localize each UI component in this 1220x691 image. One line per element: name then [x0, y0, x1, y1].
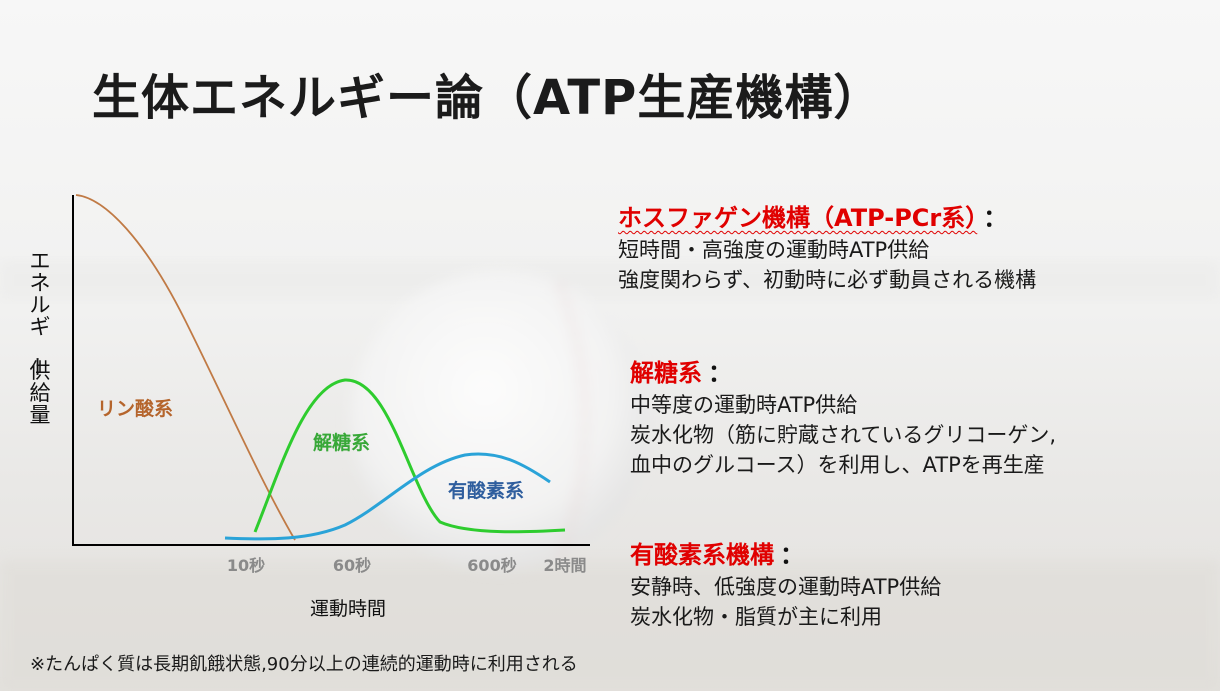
section-glycolytic: 解糖系： 中等度の運動時ATP供給 炭水化物（筋に貯蔵されているグリコーゲン, …: [630, 353, 1056, 480]
series-label-phosphagen: リン酸系: [97, 397, 173, 420]
series-line-aerobic: [224, 452, 551, 541]
section-line: 短時間・高強度の運動時ATP供給: [618, 238, 930, 262]
section-aerobic: 有酸素系機構： 安静時、低強度の運動時ATP供給 炭水化物・脂質が主に利用: [630, 535, 941, 632]
section-line: 炭水化物・脂質が主に利用: [630, 605, 882, 629]
section-line: 血中のグルコース）を利用し、ATPを再生産: [630, 453, 1045, 477]
x-axis-label: 運動時間: [310, 598, 386, 620]
y-axis-label: エネルギー供給量: [25, 249, 51, 427]
page-title: 生体エネルギー論（ATP生産機構）: [92, 70, 883, 126]
x-tick-label: 600秒: [467, 556, 516, 575]
baseball-icon: [350, 270, 650, 570]
x-tick-labels: 10秒 60秒 600秒 2時間: [227, 556, 587, 575]
section-heading: 有酸素系機構: [630, 541, 774, 569]
section-heading: 解糖系: [630, 359, 702, 387]
section-heading: ホスファゲン機構（ATP-PCr系）: [618, 204, 978, 232]
series-line-phosphagen: [75, 194, 296, 541]
section-line: 中等度の運動時ATP供給: [630, 393, 858, 417]
section-colon: ：: [983, 204, 1008, 232]
section-colon: ：: [780, 541, 804, 569]
x-tick-label: 10秒: [227, 556, 265, 575]
section-line: 強度関わらず、初動時に必ず動員される機構: [618, 268, 1037, 292]
x-tick-label: 2時間: [543, 556, 586, 575]
x-tick-label: 60秒: [333, 556, 371, 575]
section-phosphagen: ホスファゲン機構（ATP-PCr系）： 短時間・高強度の運動時ATP供給 強度関…: [618, 198, 1036, 295]
section-colon: ：: [708, 359, 732, 387]
section-line: 安静時、低強度の運動時ATP供給: [630, 575, 942, 599]
footnote: ※たんぱく質は長期飢餓状態,90分以上の連続的運動時に利用される: [30, 654, 578, 675]
series-label-glycolytic: 解糖系: [313, 431, 370, 454]
series-label-aerobic: 有酸素系: [448, 479, 524, 502]
section-line: 炭水化物（筋に貯蔵されているグリコーゲン,: [630, 423, 1057, 447]
series-line-glycolytic: [253, 378, 566, 534]
